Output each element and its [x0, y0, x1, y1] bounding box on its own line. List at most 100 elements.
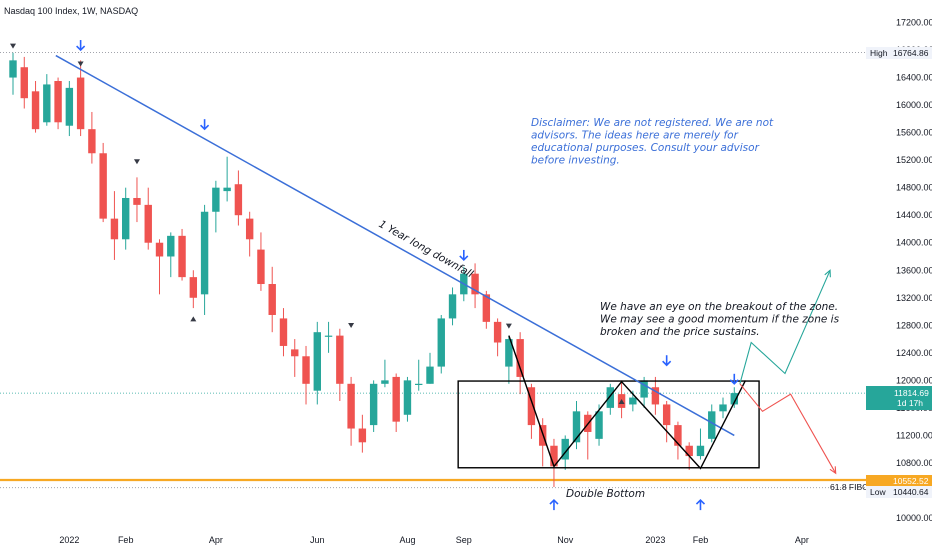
- candle: [369, 380, 378, 432]
- candle-body: [279, 318, 288, 346]
- y-tick-label: 12800.00: [896, 320, 932, 330]
- candle-body: [268, 284, 276, 315]
- candle-body: [561, 438, 569, 460]
- candle: [662, 401, 671, 443]
- price-scale-badges: High 16764.86 11814.69 1d 17h 10552.52 L…: [866, 47, 932, 498]
- candle: [212, 180, 220, 233]
- candle-body: [122, 197, 130, 240]
- candle-body: [336, 335, 344, 384]
- candle: [696, 428, 705, 460]
- candle: [234, 170, 243, 226]
- candle: [189, 270, 198, 309]
- candle-body: [155, 242, 164, 257]
- candle: [122, 187, 130, 250]
- disclaimer-line: educational purposes. Consult your advis…: [531, 142, 760, 154]
- candle: [505, 335, 513, 384]
- bearish-projection-arrowhead: [829, 466, 837, 475]
- candle-body: [245, 218, 254, 240]
- candle-body: [685, 445, 693, 457]
- candle: [110, 191, 119, 260]
- y-tick-label: 11200.00: [896, 430, 932, 440]
- candle-body: [392, 376, 400, 422]
- candle: [200, 204, 209, 315]
- x-tick-label: Jun: [310, 535, 325, 545]
- candle: [572, 401, 581, 450]
- low-badge: [866, 486, 932, 498]
- high-badge: [866, 47, 932, 59]
- candle-body: [313, 332, 321, 391]
- candle-body: [167, 235, 175, 257]
- breakout-note-line: We have an eye on the breakout of the zo…: [600, 301, 838, 313]
- candle-body: [719, 404, 727, 412]
- candle: [65, 80, 74, 137]
- candle-body: [448, 294, 457, 319]
- downfall-label: 1 Year long downfall: [377, 218, 476, 280]
- candle: [358, 414, 367, 453]
- breakout-note-line: We may see a good momentum if the zone i…: [600, 314, 840, 326]
- candle: [426, 352, 434, 384]
- candle-body: [99, 153, 107, 219]
- current-price-value: 11814.69: [894, 388, 929, 398]
- candle-body: [65, 87, 74, 126]
- x-tick-label: Apr: [209, 535, 223, 545]
- consolidation-zone: [457, 380, 760, 469]
- disclaimer-line: Disclaimer: We are not registered. We ar…: [531, 117, 774, 129]
- pivot-low-marker: [618, 399, 625, 405]
- candle: [516, 332, 524, 395]
- candle: [651, 376, 660, 415]
- levels-layer: [0, 52, 866, 489]
- candle-body: [347, 383, 355, 429]
- candle-body: [426, 366, 434, 384]
- candle: [719, 397, 727, 419]
- y-tick-label: 13200.00: [896, 293, 932, 303]
- candle: [279, 308, 288, 357]
- candle-body: [595, 411, 603, 439]
- candle: [178, 228, 186, 281]
- candle: [88, 111, 96, 164]
- double-bottom-label: Double Bottom: [566, 488, 645, 500]
- candle-body: [20, 67, 28, 99]
- blue-down-arrow-head: [76, 45, 86, 52]
- blue-down-arrow-head: [729, 379, 739, 385]
- candle: [155, 239, 164, 295]
- candle: [527, 383, 536, 439]
- candle-body: [133, 197, 141, 205]
- fibo-badge: [866, 475, 932, 487]
- x-tick-label: Feb: [693, 535, 709, 545]
- candle-body: [629, 397, 637, 405]
- candle: [493, 318, 502, 357]
- candle: [167, 232, 175, 278]
- candle-body: [76, 77, 85, 130]
- candle-body: [302, 356, 310, 384]
- high-value: 16764.86: [893, 48, 929, 58]
- x-tick-label: 2022: [59, 535, 79, 545]
- candle-body: [493, 321, 502, 343]
- candle: [302, 345, 310, 405]
- candle-body: [144, 204, 152, 243]
- candle: [324, 321, 333, 353]
- drawings-layer: [10, 40, 837, 511]
- disclaimer-line: advisors. The ideas here are merely for: [531, 130, 739, 142]
- candle: [99, 142, 107, 223]
- candle-body: [257, 249, 265, 285]
- candle-body: [178, 235, 186, 278]
- pivot-low-marker: [190, 316, 197, 322]
- candle-body: [88, 129, 96, 154]
- candle: [223, 156, 231, 202]
- candle-body: [651, 387, 660, 405]
- candle: [31, 80, 40, 133]
- candle: [381, 359, 389, 388]
- candle-body: [415, 383, 423, 386]
- bullish-projection: [739, 270, 831, 384]
- y-tick-label: 14400.00: [896, 210, 932, 220]
- candle-body: [189, 277, 198, 298]
- disclaimer-note: Disclaimer: We are not registered. We ar…: [531, 117, 774, 167]
- candle: [471, 263, 479, 309]
- y-tick-label: 10000.00: [896, 513, 932, 523]
- y-tick-label: 16000.00: [896, 100, 932, 110]
- candle: [550, 438, 558, 488]
- candle: [584, 411, 592, 460]
- breakout-note: We have an eye on the breakout of the zo…: [600, 301, 840, 338]
- bearish-projection: [739, 383, 837, 474]
- candle-body: [674, 425, 682, 446]
